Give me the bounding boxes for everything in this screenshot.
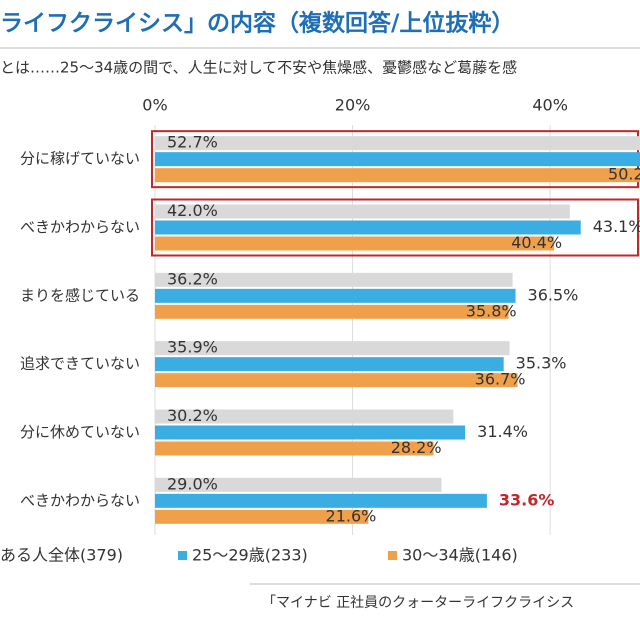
value-label: 31.4% — [477, 422, 528, 441]
highlight-box — [151, 198, 639, 257]
bar — [155, 152, 640, 167]
legend-swatch — [388, 551, 397, 560]
y-tick-label: べきかわからない — [20, 218, 140, 236]
x-tick-label: 20% — [335, 96, 371, 115]
legend-label: ある人全体(379) — [0, 546, 123, 565]
value-label: 52.7% — [167, 133, 218, 152]
bar — [155, 220, 581, 235]
value-label: 36.5% — [528, 285, 579, 304]
y-tick-label: 分に稼げていない — [20, 150, 140, 168]
bar — [155, 509, 369, 524]
value-label: 30.2% — [167, 406, 218, 425]
source: 「マイナビ 正社員のクォーターライフクライシス — [262, 595, 574, 611]
value-label: 50.2% — [608, 165, 640, 184]
value-label: 35.3% — [516, 354, 567, 373]
value-label: 42.0% — [167, 201, 218, 220]
bar — [155, 357, 504, 372]
bar — [155, 373, 518, 388]
value-label: 35.9% — [167, 338, 218, 357]
value-label: 40.4% — [511, 233, 562, 252]
bar — [155, 204, 570, 219]
bar — [155, 304, 509, 319]
y-tick-label: まりを感じている — [20, 286, 140, 304]
bar — [155, 272, 513, 287]
x-tick-label: 0% — [142, 96, 167, 115]
y-tick-label: 追求できていない — [20, 355, 140, 373]
chart-title: ライフクライシス」の内容（複数回答/上位抜粋） — [0, 10, 514, 37]
bar — [155, 168, 640, 183]
value-label: 36.7% — [475, 370, 526, 389]
value-label: 29.0% — [167, 474, 218, 493]
bar — [155, 236, 555, 251]
bar — [155, 425, 466, 440]
bar — [155, 288, 516, 303]
bar — [155, 493, 487, 508]
y-tick-label: 分に休めていない — [20, 423, 140, 441]
legend-swatch — [178, 551, 187, 560]
bar — [155, 477, 442, 492]
bar — [155, 441, 434, 456]
legend-label: 25～29歳(233) — [192, 546, 308, 565]
bar — [155, 409, 454, 424]
y-tick-label: べきかわからない — [20, 491, 140, 509]
value-label: 28.2% — [391, 438, 442, 457]
value-label: 21.6% — [326, 506, 377, 525]
value-label: 35.8% — [466, 301, 517, 320]
x-tick-label: 40% — [532, 96, 568, 115]
bar — [155, 341, 510, 356]
value-label: 43.1% — [593, 217, 640, 236]
legend-label: 30～34歳(146) — [402, 546, 518, 565]
subtitle: とは……25～34歳の間で、人生に対して不安や焦燥感、憂鬱感など葛藤を感 — [0, 59, 517, 77]
value-label: 33.6% — [499, 490, 555, 509]
value-label: 36.2% — [167, 269, 218, 288]
bar — [155, 136, 640, 151]
